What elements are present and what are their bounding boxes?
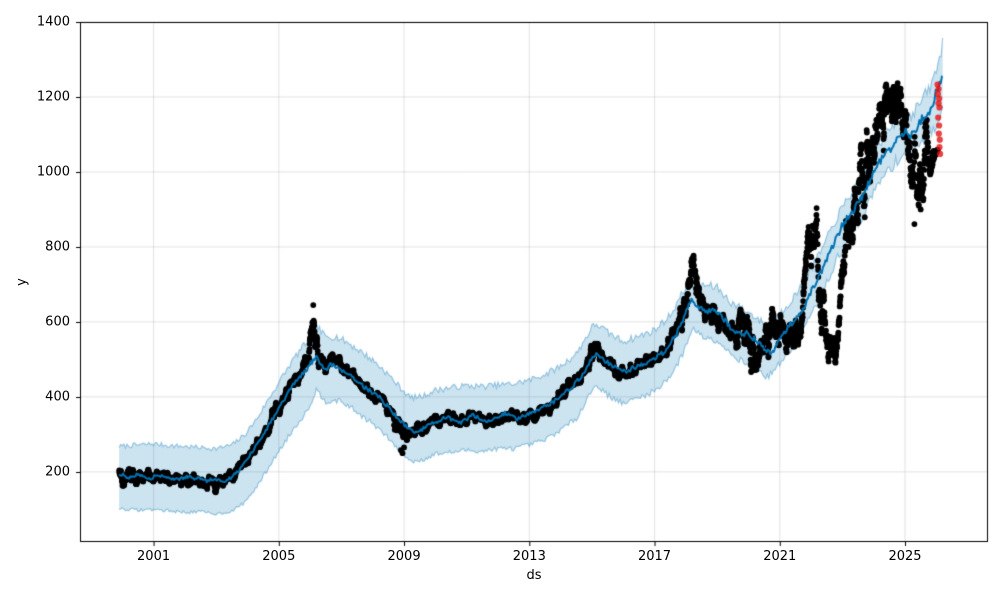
y-tick-label-1400: 1400 — [36, 14, 70, 30]
y-tick-label-800: 800 — [45, 239, 70, 255]
x-tick-label-2017: 2017 — [637, 549, 672, 564]
y-axis-label: y — [14, 278, 30, 286]
y-tick-label-600: 600 — [45, 314, 70, 330]
y-tick-label-1000: 1000 — [36, 164, 70, 180]
x-tick-label-2013: 2013 — [512, 549, 546, 564]
x-tick-label-2009: 2009 — [387, 549, 421, 564]
y-tick-label-200: 200 — [45, 464, 70, 480]
x-axis-label: ds — [526, 568, 542, 583]
x-tick-label-2025: 2025 — [888, 549, 922, 564]
y-tick-label-400: 400 — [45, 389, 70, 405]
x-tick-label-2021: 2021 — [763, 549, 797, 564]
x-tick-label-2005: 2005 — [262, 549, 296, 564]
x-tick-label-2001: 2001 — [137, 549, 171, 564]
y-tick-label-1200: 1200 — [36, 89, 70, 105]
